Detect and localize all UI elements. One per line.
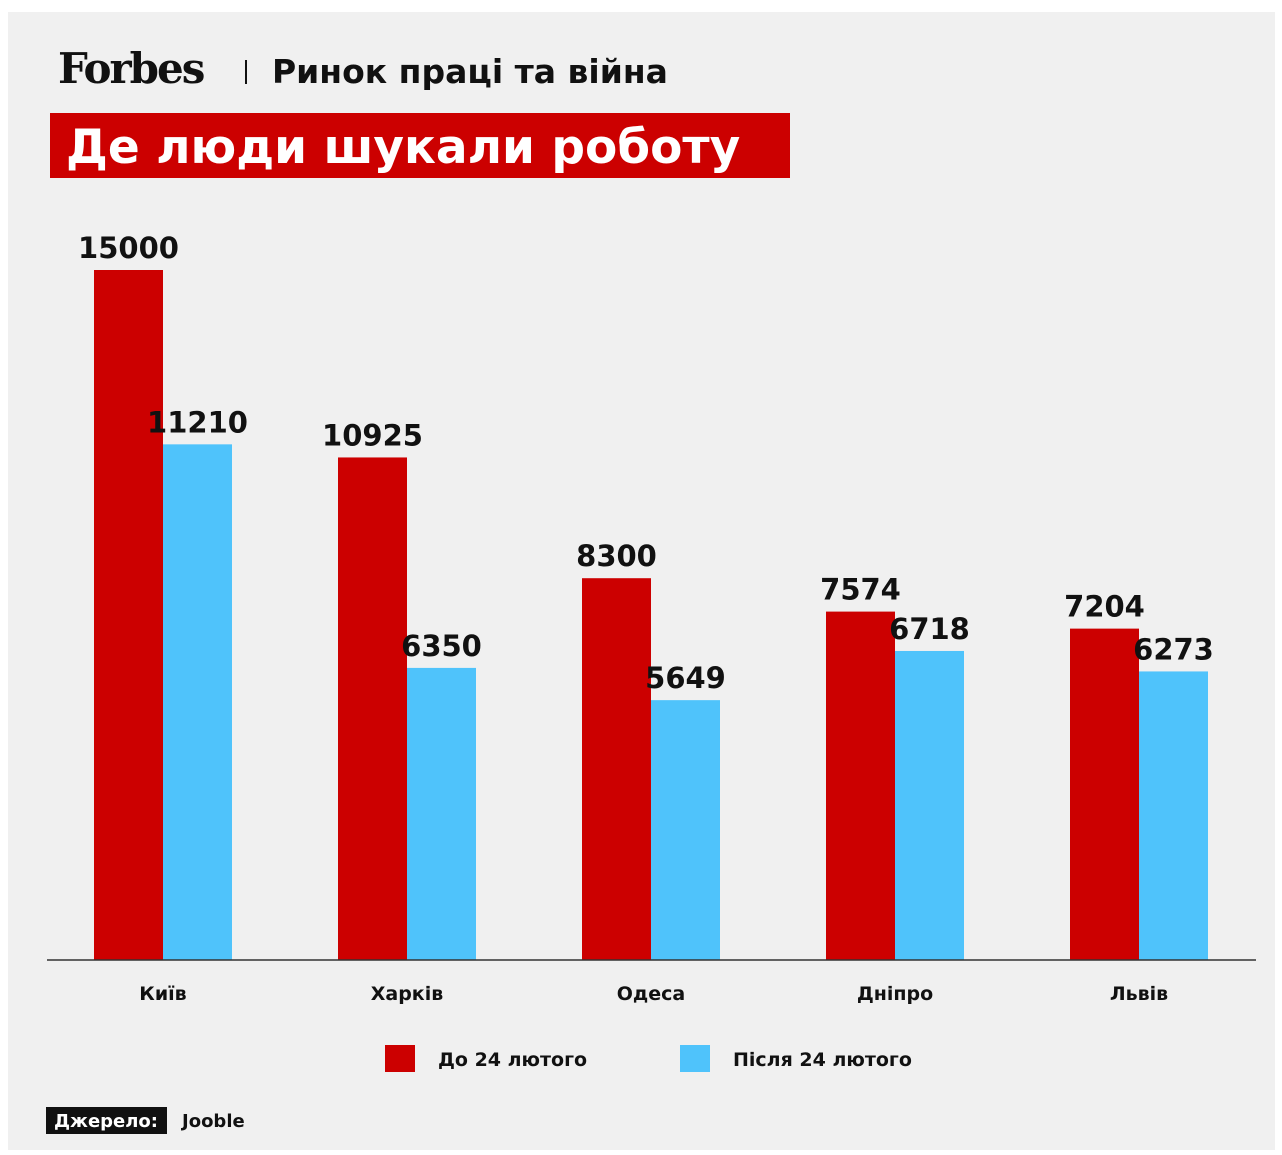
brand: Forbes [58,44,204,93]
bar [407,667,476,960]
legend-swatch [680,1045,710,1072]
value-label: 10925 [322,418,423,452]
x-tick-label: Київ [139,983,186,1005]
source-label: Джерело: [54,1111,158,1132]
bar [895,650,964,960]
value-label: 6273 [1133,632,1214,666]
x-tick-label: Одеса [617,983,685,1005]
legend-label: До 24 лютого [438,1049,587,1071]
x-tick-label: Дніпро [857,983,933,1005]
bar [582,578,651,960]
value-label: 6350 [401,629,482,663]
bar [1139,671,1208,960]
bar [826,611,895,960]
value-label: 11210 [147,405,248,439]
bar [94,270,163,960]
x-tick-label: Львів [1110,983,1168,1005]
legend-swatch [385,1045,415,1072]
value-label: 15000 [78,231,179,265]
bar [338,457,407,960]
bar [163,444,232,961]
chart-title: Де люди шукали роботу [66,120,740,175]
value-label: 8300 [576,539,657,573]
value-label: 7204 [1064,590,1145,624]
source: Jooble [180,1111,245,1132]
title-box [50,113,790,178]
bar [1070,628,1139,960]
x-tick-label: Харків [371,983,444,1005]
value-label: 6718 [889,612,970,646]
bar [651,700,720,960]
legend-label: Після 24 лютого [733,1049,912,1071]
value-label: 7574 [820,573,901,607]
value-label: 5649 [645,661,726,695]
source-box [46,1107,167,1134]
subtitle: Ринок праці та війна [272,52,668,91]
